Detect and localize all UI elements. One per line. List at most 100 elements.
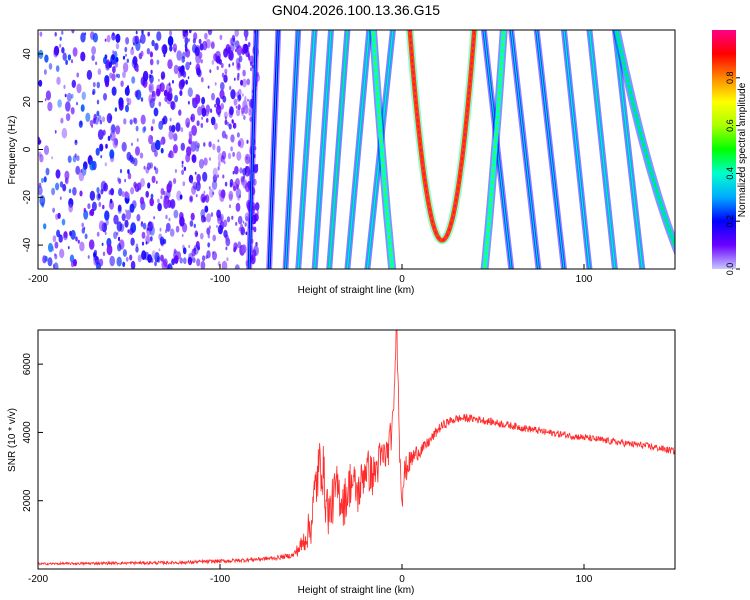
heatmap-noise-blob bbox=[127, 169, 130, 175]
heatmap-noise-blob bbox=[102, 204, 105, 210]
heatmap-noise-blob bbox=[208, 186, 211, 190]
heatmap-x-tick-label: -100 bbox=[210, 274, 230, 285]
heatmap-noise-blob bbox=[156, 88, 161, 97]
heatmap-noise-blob bbox=[228, 190, 234, 200]
heatmap-noise-blob bbox=[107, 135, 111, 141]
heatmap-noise-blob bbox=[184, 43, 188, 49]
heatmap-noise-blob bbox=[244, 222, 247, 227]
heatmap-noise-blob bbox=[87, 255, 90, 259]
heatmap-noise-blob bbox=[39, 31, 43, 37]
heatmap-noise-blob bbox=[63, 231, 68, 239]
heatmap-noise-blob bbox=[247, 42, 251, 47]
heatmap-noise-blob bbox=[216, 145, 221, 153]
heatmap-noise-blob bbox=[223, 219, 228, 228]
heatmap-noise-blob bbox=[207, 85, 210, 89]
heatmap-noise-blob bbox=[142, 222, 147, 230]
heatmap-noise-blob bbox=[174, 94, 179, 103]
heatmap-noise-blob bbox=[206, 250, 211, 259]
heatmap-noise-blob bbox=[135, 30, 138, 35]
heatmap-noise-blob bbox=[73, 259, 77, 267]
heatmap-y-tick-label: 0 bbox=[22, 146, 33, 152]
heatmap-noise-blob bbox=[160, 147, 164, 154]
heatmap-noise-blob bbox=[245, 231, 248, 236]
heatmap-noise-blob bbox=[143, 165, 146, 170]
heatmap-noise-blob bbox=[159, 227, 162, 232]
heatmap-noise-blob bbox=[173, 64, 179, 75]
heatmap-noise-blob bbox=[235, 105, 238, 109]
heatmap-noise-blob bbox=[209, 69, 212, 73]
heatmap-noise-blob bbox=[188, 174, 194, 184]
heatmap-noise-blob bbox=[143, 126, 147, 132]
heatmap-noise-blob bbox=[247, 98, 249, 102]
heatmap-noise-blob bbox=[156, 59, 160, 65]
heatmap-noise-blob bbox=[43, 69, 47, 75]
heatmap-noise-blob bbox=[99, 120, 103, 125]
heatmap-noise-blob bbox=[185, 33, 187, 37]
snr-x-axis: -200 -100 0 100 bbox=[28, 564, 593, 585]
heatmap-noise-blob bbox=[242, 167, 247, 176]
heatmap-noise-blob bbox=[216, 65, 219, 71]
heatmap-noise-blob bbox=[71, 79, 77, 88]
snr-plot-area bbox=[38, 330, 675, 569]
heatmap-noise-blob bbox=[193, 32, 198, 40]
heatmap-noise-blob bbox=[70, 107, 75, 115]
heatmap-noise-blob bbox=[39, 154, 44, 163]
heatmap-noise-blob bbox=[198, 158, 205, 169]
heatmap-noise-blob bbox=[114, 61, 119, 68]
heatmap-noise-blob bbox=[234, 30, 239, 37]
heatmap-noise-blob bbox=[122, 62, 129, 73]
heatmap-noise-blob bbox=[223, 48, 229, 58]
heatmap-noise-blob bbox=[184, 30, 188, 34]
heatmap-noise-blob bbox=[230, 43, 235, 52]
heatmap-noise-blob bbox=[51, 187, 56, 196]
heatmap-noise-blob bbox=[115, 56, 119, 63]
heatmap-noise-blob bbox=[57, 99, 62, 108]
heatmap-noise-blob bbox=[105, 143, 108, 149]
heatmap-noise-blob bbox=[117, 236, 121, 242]
heatmap-noise-blob bbox=[216, 224, 218, 229]
heatmap-noise-blob bbox=[129, 119, 133, 125]
heatmap-noise-blob bbox=[135, 41, 141, 51]
colorbar-tick-label: 0.0 bbox=[725, 263, 735, 276]
heatmap-noise-blob bbox=[53, 48, 59, 58]
heatmap-noise-blob bbox=[250, 61, 253, 67]
heatmap-noise-blob bbox=[205, 118, 209, 123]
heatmap-noise-blob bbox=[113, 231, 118, 240]
heatmap-noise-blob bbox=[200, 123, 204, 128]
heatmap-noise-blob bbox=[116, 231, 119, 236]
heatmap-noise-blob bbox=[212, 191, 215, 196]
heatmap-noise-blob bbox=[243, 175, 246, 180]
heatmap-noise-blob bbox=[91, 46, 96, 55]
heatmap-noise-blob bbox=[201, 116, 203, 120]
heatmap-noise-blob bbox=[135, 246, 139, 253]
heatmap-noise-blob bbox=[87, 203, 91, 210]
heatmap-noise-blob bbox=[96, 187, 100, 194]
heatmap-noise-blob bbox=[69, 254, 75, 263]
heatmap-noise-blob bbox=[91, 201, 97, 211]
heatmap-noise-blob bbox=[111, 73, 116, 82]
heatmap-noise-blob bbox=[59, 181, 64, 188]
heatmap-noise-blob bbox=[210, 41, 215, 49]
heatmap-noise-blob bbox=[76, 83, 82, 94]
heatmap-noise-blob bbox=[194, 140, 198, 147]
heatmap-noise-blob bbox=[166, 94, 170, 100]
heatmap-noise-blob bbox=[188, 38, 191, 42]
heatmap-noise-blob bbox=[219, 213, 224, 222]
heatmap-lines bbox=[246, 30, 675, 269]
heatmap-arc-core bbox=[372, 30, 505, 269]
heatmap-noise-blob bbox=[237, 62, 241, 69]
heatmap-noise-blob bbox=[240, 79, 244, 86]
heatmap-noise-blob bbox=[135, 146, 140, 156]
heatmap-noise-blob bbox=[106, 113, 113, 124]
heatmap-noise-blob bbox=[207, 233, 210, 239]
heatmap-noise-blob bbox=[148, 94, 154, 104]
heatmap-noise-blob bbox=[67, 246, 70, 250]
colorbar-ticks: 0.0 0.2 0.4 0.6 0.8 bbox=[725, 72, 740, 276]
heatmap-noise-blob bbox=[223, 74, 228, 83]
heatmap-streak-core bbox=[563, 30, 590, 269]
heatmap-noise-blob bbox=[224, 181, 228, 187]
heatmap-noise-blob bbox=[195, 194, 198, 198]
heatmap-noise-blob bbox=[208, 225, 211, 230]
colorbar-tick-label: 0.8 bbox=[725, 72, 735, 85]
heatmap-noise-blob bbox=[238, 138, 245, 149]
